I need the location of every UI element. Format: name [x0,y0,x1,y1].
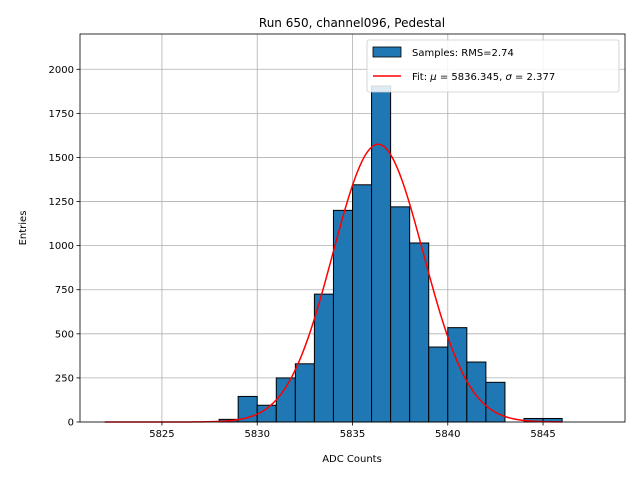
y-tick-label: 500 [55,329,74,340]
y-tick-label: 1000 [49,241,74,252]
x-axis-label: ADC Counts [322,454,382,465]
histogram-bar [352,184,373,423]
y-tick-label: 750 [55,285,74,296]
histogram-bar [409,242,430,423]
x-tick-label: 5840 [435,429,460,440]
legend-label-fit: Fit: μ = 5836.345, σ = 2.377 [412,72,555,83]
legend-box [366,39,620,93]
y-tick-label: 1500 [49,153,74,164]
chart-title: Run 650, channel096, Pedestal [259,16,445,30]
y-tick-label: 250 [55,373,74,384]
histogram-bar [428,346,449,423]
y-axis-label: Entries [18,211,29,246]
x-tick-label: 5825 [149,429,174,440]
x-axis-ticks: 5825 5830 5835 5840 5845 [149,422,556,440]
legend: Samples: RMS=2.74 Fit: μ = 5836.345, σ =… [366,39,620,93]
histogram-bar [371,85,392,423]
y-tick-label: 0 [68,418,74,429]
legend-label-samples: Samples: RMS=2.74 [412,48,514,59]
legend-swatch-samples [372,46,402,58]
histogram-bar [294,363,315,423]
y-tick-label: 1250 [49,197,74,208]
histogram-bar [390,206,411,423]
x-tick-label: 5835 [340,429,365,440]
x-tick-label: 5845 [530,429,555,440]
histogram-bar [466,361,487,423]
histogram-bar [313,293,334,423]
y-axis-ticks: 0 250 500 750 1000 1250 1500 1750 2000 [49,65,80,429]
y-tick-label: 2000 [49,65,74,76]
histogram-bars [218,85,563,423]
x-tick-label: 5830 [244,429,269,440]
histogram-bar [275,377,296,423]
y-tick-label: 1750 [49,109,74,120]
